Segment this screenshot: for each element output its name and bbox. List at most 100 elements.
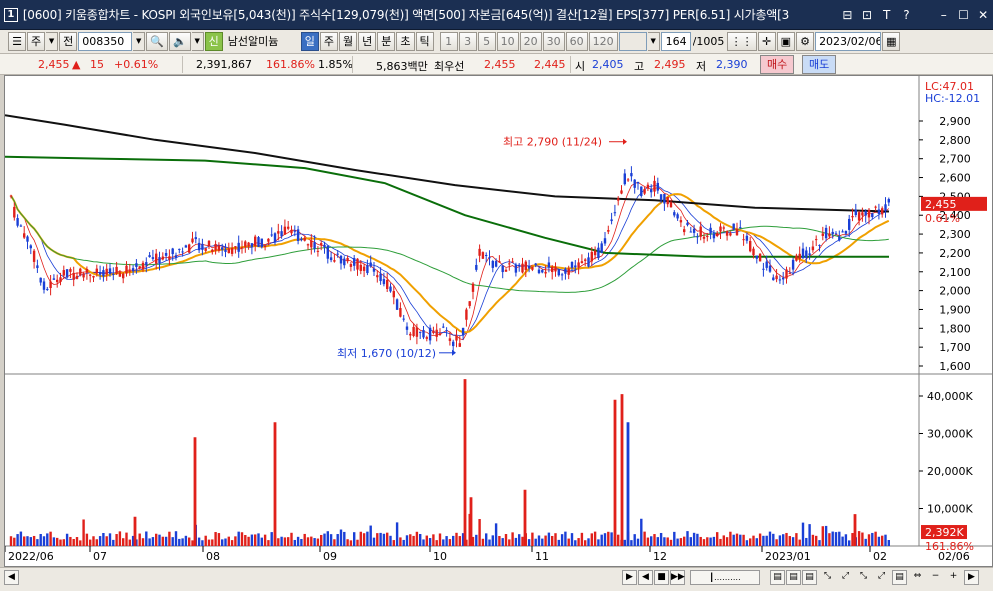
scroll-bar[interactable]: ◀ ▶ ◀ ■ ▶▶ ┃‥‥‥‥‥ ▤ ▤ ▤ ⤡ ⤢ ⤡ ⤢ ▤ ⇔ − + … [0,567,993,591]
period-day[interactable]: 일 [300,32,319,51]
volume-bar [201,540,204,546]
volume-bar [706,537,709,546]
all-button[interactable]: 전 [59,32,78,51]
maximize-icon[interactable]: ☐ [958,7,969,22]
interval-1[interactable]: 1 [439,32,458,51]
candle-body [725,231,729,236]
interval-120[interactable]: 120 [588,32,618,51]
compress-icon[interactable]: ⇔ [913,571,922,581]
chevron-down-icon[interactable]: ▼ [191,32,204,51]
plus-icon[interactable]: + [949,571,958,581]
minimize-icon[interactable]: – [940,7,947,22]
best-quote-label: 최우선 [434,60,465,73]
help-icon[interactable]: ? [903,7,910,22]
grid-icon[interactable]: ⋮⋮ [726,32,757,51]
open-label: 시 [575,60,586,73]
stock-code-input[interactable]: 008350 [78,32,133,51]
interval-30[interactable]: 30 [542,32,565,51]
page-icon[interactable]: ▤ [770,570,785,585]
candle-body [197,242,201,251]
period-second[interactable]: 초 [396,32,415,51]
candle-body [673,212,676,216]
speaker-icon[interactable]: 🔈 [168,32,191,51]
volume-bar [16,534,19,546]
volume-bar [844,534,848,546]
current-price-box [921,196,987,211]
stop-icon[interactable]: ■ [654,570,669,585]
fit-icon[interactable]: ⤡ [859,571,868,581]
candle-body [593,250,597,256]
candle-body [409,333,412,336]
volume-bar [293,539,296,546]
chart-type-icon[interactable]: ▤ [892,570,907,585]
zoom-out-icon[interactable]: ⤢ [841,571,850,581]
period-month[interactable]: 월 [339,32,358,51]
candle-body [452,341,455,347]
interval-20[interactable]: 20 [519,32,542,51]
save-icon[interactable]: ▣ [776,32,796,51]
interval-60[interactable]: 60 [565,32,588,51]
volume-bar [587,538,590,546]
buy-button[interactable]: 매수 [760,55,795,74]
scroll-left-icon[interactable]: ◀ [4,570,19,585]
candle-body [788,273,791,275]
candle-body [303,237,306,241]
scroll-right-icon[interactable]: ▶ [964,570,979,585]
volume-bar [158,534,161,546]
text-icon[interactable]: T [883,7,891,22]
zoom-in-icon[interactable]: ⤡ [823,571,832,581]
price-tick-label: 1,700 [939,341,971,354]
candle-body [42,281,46,290]
chevron-down-icon[interactable]: ▼ [133,32,146,51]
candle-body [531,266,534,270]
volume-bar [267,540,270,546]
market-selector[interactable]: 주 [27,32,46,51]
cursor-icon[interactable]: ⤢ [877,571,886,581]
period-year[interactable]: 년 [358,32,377,51]
candle-body [620,190,623,194]
candle-body [79,268,82,276]
interval-10[interactable]: 10 [496,32,519,51]
volume-bar [617,534,620,546]
candle-body [699,226,702,237]
calendar-icon[interactable]: ▦ [882,32,901,51]
speed-slider[interactable]: ┃‥‥‥‥‥ [690,570,760,585]
lock-icon[interactable]: ⊡ [862,7,873,22]
candle-body [438,333,442,335]
price-volume-chart[interactable]: 2,9002,8002,7002,6002,5002,4002,3002,200… [4,76,993,568]
volume-bar [739,534,742,546]
candle-body [762,268,765,270]
candle-body [732,223,735,230]
page-icon[interactable]: ▤ [802,570,817,585]
candle-body [435,329,438,337]
period-tick[interactable]: 틱 [415,32,434,51]
interval-5[interactable]: 5 [477,32,496,51]
page-icon[interactable]: ▤ [786,570,801,585]
period-week[interactable]: 주 [319,32,339,51]
volume-bar [102,532,105,546]
date-input[interactable]: 2023/02/06 [815,32,882,51]
play-icon[interactable]: ▶ [622,570,637,585]
volume-bar [712,536,716,546]
search-icon[interactable]: 🔍 [146,32,168,51]
count-input[interactable]: 164 [660,32,691,51]
interval-custom-input[interactable] [618,32,647,51]
cross-icon[interactable]: ✛ [757,32,776,51]
period-minute[interactable]: 분 [377,32,396,51]
fast-forward-icon[interactable]: ▶▶ [670,570,685,585]
close-icon[interactable]: ✕ [978,7,989,22]
chevron-down-icon[interactable]: ▼ [647,32,660,51]
volume-bar [191,540,194,546]
chevron-down-icon[interactable]: ▼ [46,32,59,51]
link-icon[interactable]: ⊟ [842,7,853,22]
menu-icon[interactable]: ☰ [8,32,26,51]
interval-3[interactable]: 3 [458,32,477,51]
sell-button[interactable]: 매도 [802,55,837,74]
gear-icon[interactable]: ⚙ [796,32,815,51]
volume-bar [851,533,854,546]
candle-body [646,184,650,189]
step-back-icon[interactable]: ◀ [638,570,653,585]
chart-area[interactable]: 2,9002,8002,7002,6002,5002,4002,3002,200… [4,75,993,567]
minus-icon[interactable]: − [931,571,940,581]
candle-body [230,247,234,254]
